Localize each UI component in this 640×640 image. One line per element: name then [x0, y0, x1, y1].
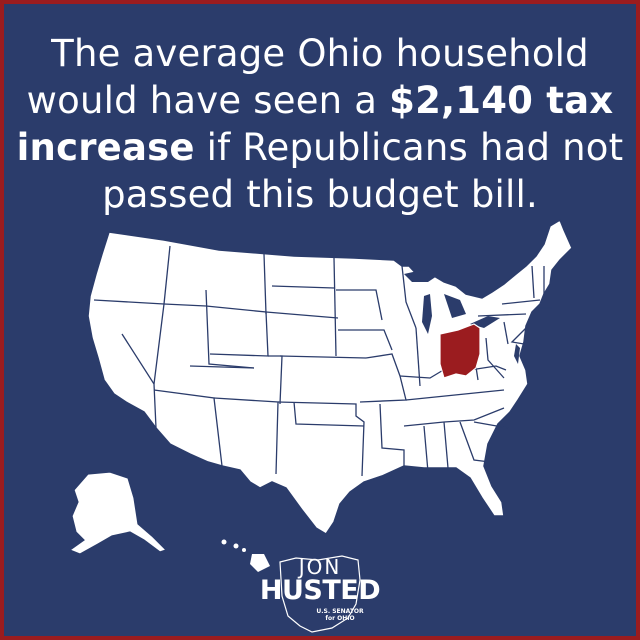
ohio-state-highlight: [439, 323, 481, 379]
hawaii-islands: [221, 539, 270, 572]
alaska-shape: [68, 471, 168, 555]
graphic-panel: The average Ohio household would have se…: [4, 4, 636, 636]
headline-text-part1: The average Ohio household would have se…: [26, 32, 589, 122]
lake-erie: [470, 316, 500, 328]
us-map-mainland: [87, 218, 573, 536]
logo-subtitle-line2: for OHIO: [325, 615, 355, 622]
lake-huron: [444, 294, 466, 318]
ohio-outline-icon: [279, 555, 361, 633]
headline: The average Ohio household would have se…: [4, 30, 636, 218]
chesapeake-bay: [514, 344, 520, 364]
lake-michigan: [422, 294, 432, 334]
logo-last-name: HUSTED: [259, 575, 381, 606]
headline-increase: increase: [16, 126, 195, 169]
headline-amount: $2,140 tax: [389, 79, 614, 122]
logo-first-name: JON: [298, 555, 342, 579]
jon-husted-logo: JON HUSTED U.S. SENATOR for OHIO: [258, 552, 382, 636]
headline-text-part3: if Republicans had not passed this budge…: [102, 126, 624, 216]
us-map: [68, 218, 573, 572]
lake-superior: [404, 270, 440, 282]
logo-subtitle-line1: U.S. SENATOR: [316, 608, 364, 615]
